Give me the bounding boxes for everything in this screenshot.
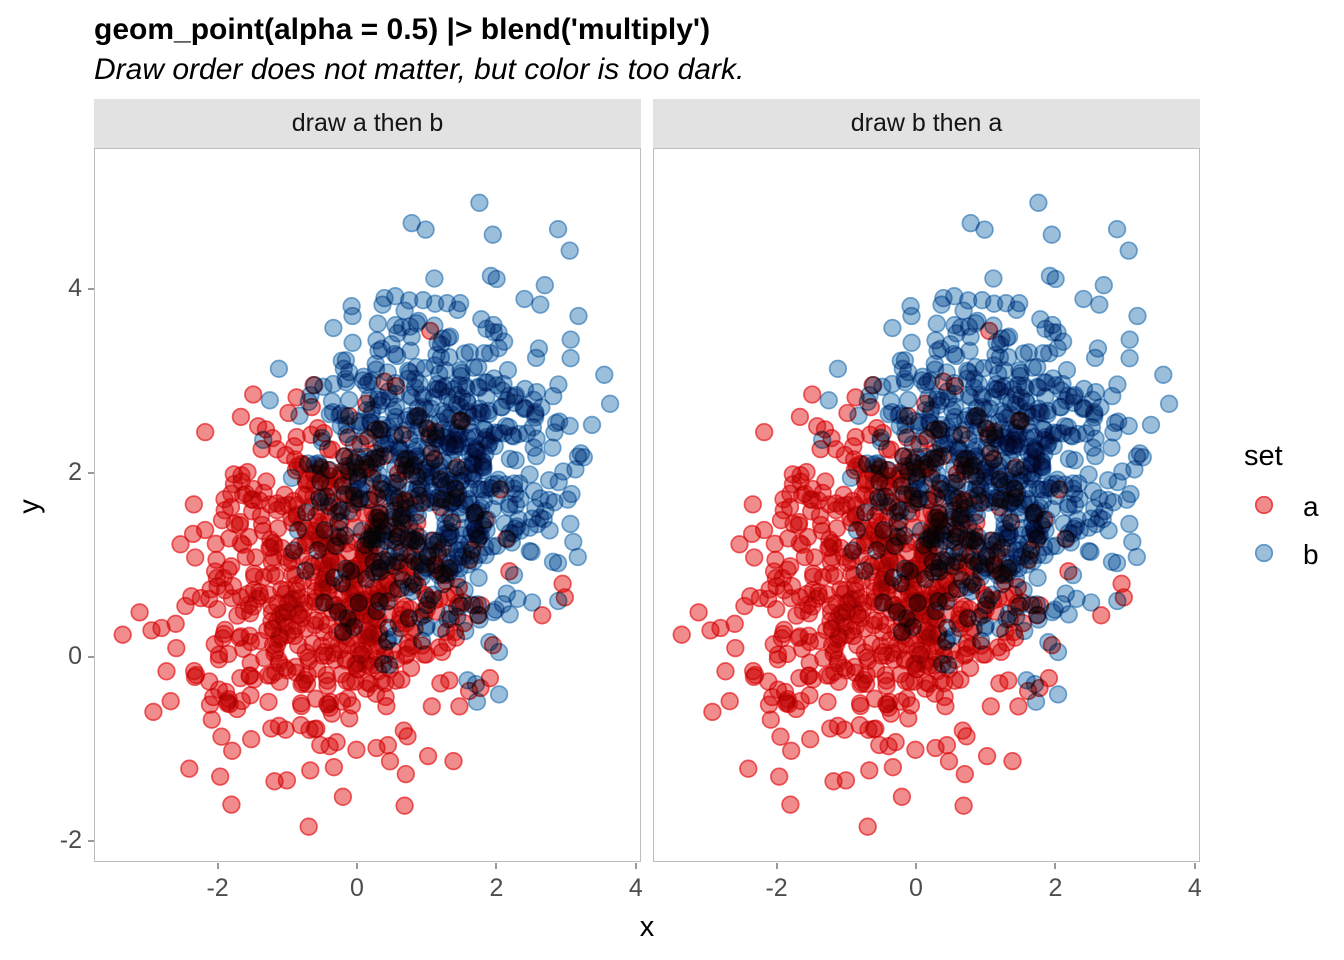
facet-strip-a-then-b: draw a then b	[94, 99, 641, 148]
facet-strip-b-then-a: draw b then a	[653, 99, 1200, 148]
x-tick-mark	[356, 863, 358, 869]
x-tick-label: -2	[206, 874, 229, 902]
x-tick-label: -2	[765, 874, 788, 902]
x-axis-title: x	[639, 911, 655, 943]
x-tick-label: 2	[489, 874, 504, 902]
panel-a-then-b	[94, 148, 641, 862]
x-tick-label: 0	[909, 874, 923, 902]
x-tick-mark	[495, 863, 498, 869]
legend-key-a	[1254, 495, 1274, 515]
x-tick-mark	[915, 863, 917, 869]
x-tick-mark	[216, 863, 219, 869]
y-tick-mark	[88, 288, 94, 290]
x-tick-mark	[634, 863, 637, 869]
y-tick-label: -2	[59, 826, 82, 854]
x-tick-label: 4	[1187, 874, 1202, 902]
x-tick-label: 0	[350, 874, 364, 902]
legend-label-b: b	[1303, 539, 1319, 570]
y-tick-mark	[88, 472, 94, 474]
plot-title: geom_point(alpha = 0.5) |> blend('multip…	[94, 13, 711, 46]
y-tick-label: 2	[68, 458, 82, 486]
y-tick-label: 0	[68, 642, 82, 670]
legend-key-b	[1254, 543, 1274, 563]
panel-b-then-a	[653, 148, 1200, 862]
x-tick-label: 2	[1048, 874, 1063, 902]
y-tick-label: 4	[68, 274, 82, 302]
y-tick-mark	[88, 840, 94, 842]
legend-title: set	[1244, 440, 1283, 472]
x-tick-mark	[1054, 863, 1057, 869]
scatter-b-then-a	[672, 193, 1179, 836]
x-tick-mark	[775, 863, 778, 869]
legend-label-a: a	[1303, 491, 1319, 522]
x-tick-label: 4	[628, 874, 643, 902]
plot-subtitle: Draw order does not matter, but color is…	[94, 53, 745, 86]
y-axis-title: y	[13, 499, 46, 514]
scatter-a-then-b	[113, 193, 620, 836]
y-tick-mark	[88, 656, 94, 658]
x-tick-mark	[1193, 863, 1196, 869]
